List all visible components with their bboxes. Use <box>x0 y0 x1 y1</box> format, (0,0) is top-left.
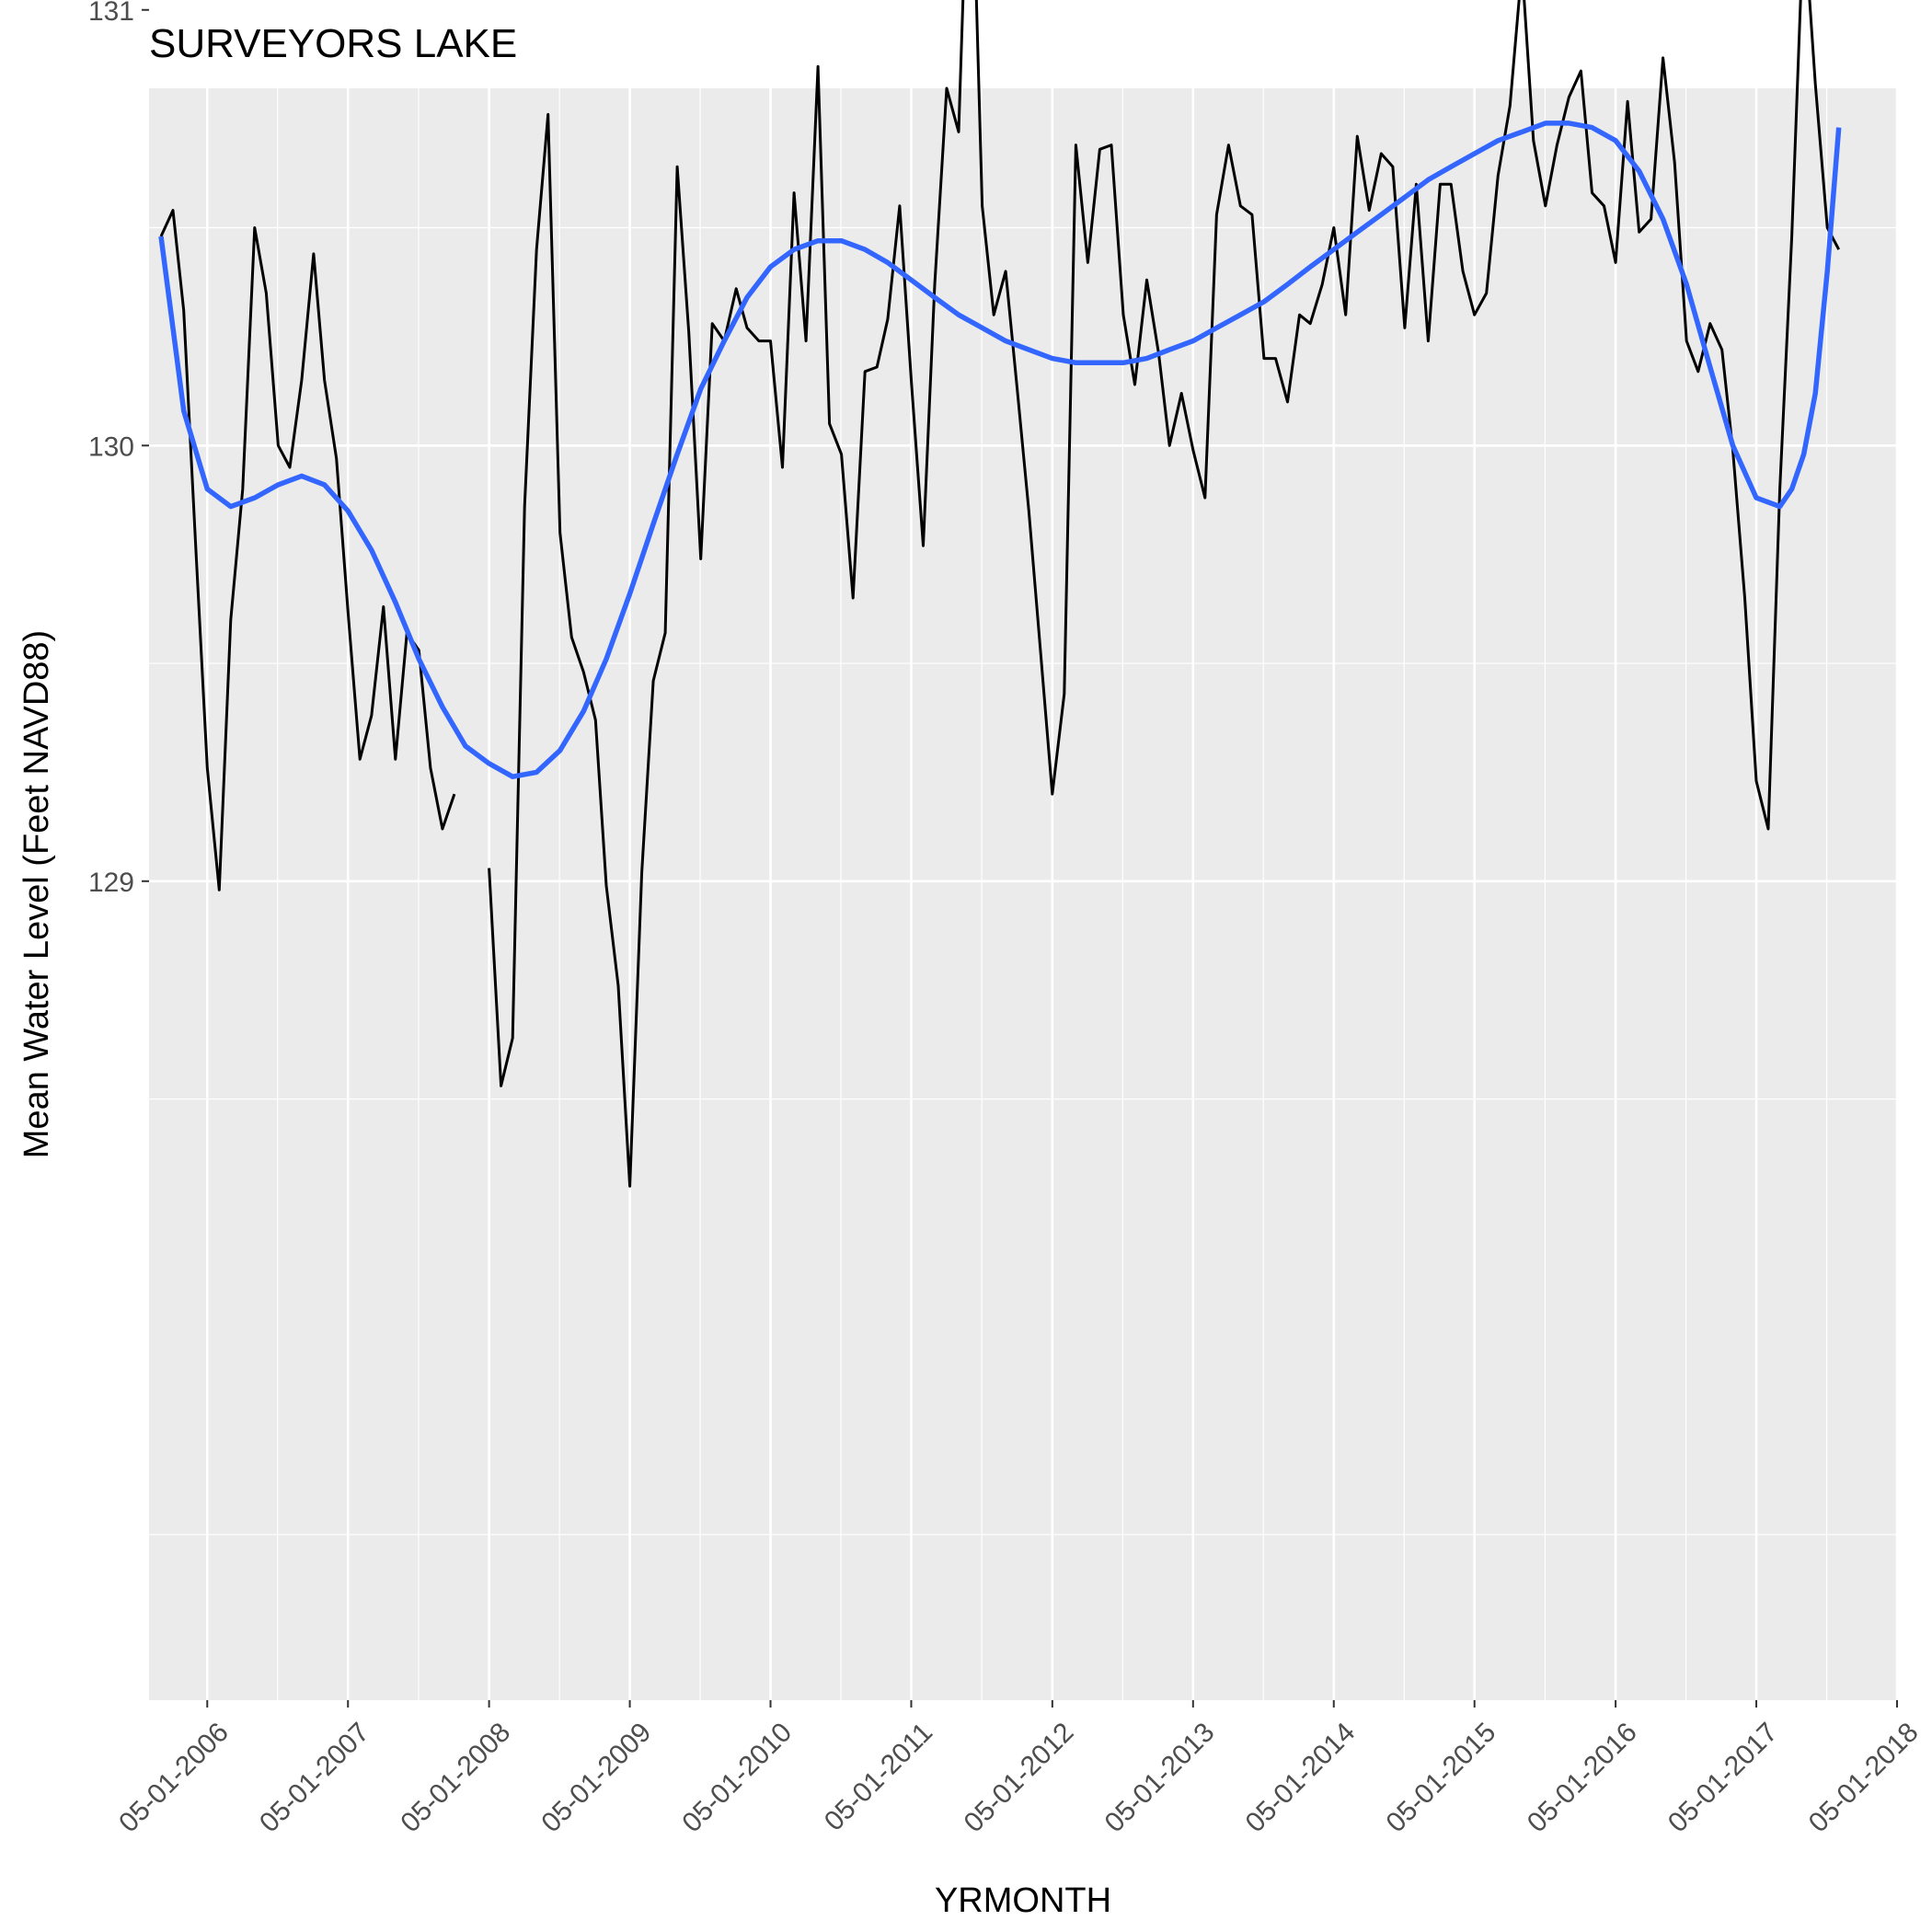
y-tick-label: 129 <box>88 868 134 898</box>
y-tick-label: 130 <box>88 431 134 462</box>
y-tick-label: 131 <box>88 0 134 27</box>
x-axis-title: YRMONTH <box>935 1881 1111 1920</box>
major-gridlines <box>149 8 1899 1700</box>
y-axis-title: Mean Water Level (Feet NAVD88) <box>17 630 56 1158</box>
minor-gridlines <box>149 88 1897 1700</box>
chart-title: SURVEYORS LAKE <box>149 21 517 66</box>
monthly-water-level-line <box>159 0 1841 1188</box>
plot-panel <box>149 88 1897 1700</box>
smoothed-trend-line <box>158 121 1842 779</box>
y-axis: 129 130 131 <box>88 0 149 898</box>
series-layer <box>158 0 1842 1188</box>
